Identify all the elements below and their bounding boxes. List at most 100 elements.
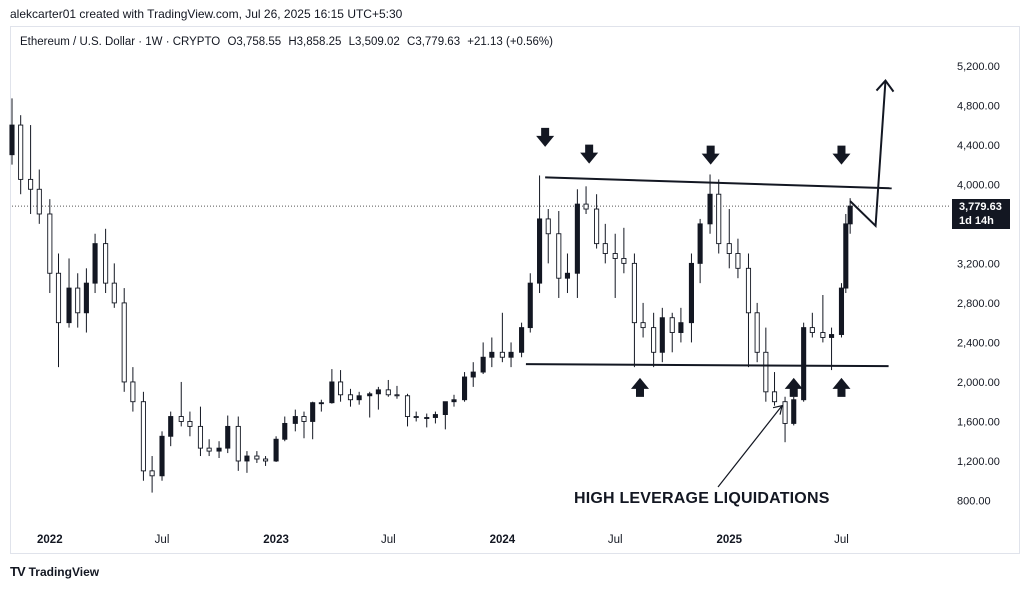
candle-body xyxy=(735,253,741,269)
resistance-arrow-icon xyxy=(580,144,599,164)
y-tick-label: 2,800.00 xyxy=(957,298,1000,310)
projection-arrowhead xyxy=(875,79,895,93)
candle-body xyxy=(394,394,400,397)
candle-body xyxy=(470,371,476,378)
candle-body xyxy=(47,213,53,274)
candle-body xyxy=(583,203,589,210)
candle-body xyxy=(564,272,571,279)
candle-body xyxy=(545,218,551,235)
y-tick-label: 4,800.00 xyxy=(957,100,1000,112)
candle-body xyxy=(820,332,826,338)
candle-body xyxy=(75,287,81,314)
x-tick-label: Jul xyxy=(834,534,849,546)
candle-body xyxy=(424,417,430,419)
candle-body xyxy=(697,223,703,264)
support-arrow-icon xyxy=(832,377,851,397)
candle-body xyxy=(527,282,533,329)
candle-body xyxy=(404,395,411,417)
symbol-name[interactable]: Ethereum / U.S. Dollar · 1W · CRYPTO xyxy=(20,36,221,48)
candle-body xyxy=(225,425,231,449)
resistance-arrow-icon xyxy=(536,127,555,147)
candle-body xyxy=(556,233,562,279)
candle-body xyxy=(92,243,98,284)
candle-body xyxy=(829,334,835,338)
annotation-arrowhead xyxy=(772,404,783,415)
liquidations-annotation: HIGH LEVERAGE LIQUIDATIONS xyxy=(574,490,830,507)
support-arrow-icon xyxy=(630,377,649,397)
candle-body xyxy=(669,317,675,333)
y-tick-label: 1,200.00 xyxy=(957,456,1000,468)
candle-body xyxy=(244,455,250,462)
y-tick-label: 2,400.00 xyxy=(957,337,1000,349)
y-tick-label: 3,200.00 xyxy=(957,258,1000,270)
candle-body xyxy=(168,416,174,437)
candle-body xyxy=(462,376,468,401)
candle-body xyxy=(745,267,752,314)
annotation-arrow xyxy=(717,405,783,488)
resistance-arrow-icon xyxy=(701,145,720,165)
candle-body xyxy=(187,421,193,427)
candle-body xyxy=(9,124,15,156)
candle-body xyxy=(688,262,694,324)
candle-body xyxy=(594,208,600,245)
chart-credit: alekcarter01 created with TradingView.co… xyxy=(10,7,403,21)
candle-body xyxy=(103,243,109,284)
candle-body xyxy=(432,414,438,418)
trend-line xyxy=(545,176,892,190)
candle-body xyxy=(771,391,778,403)
candle-body xyxy=(310,402,316,422)
y-tick-label: 4,400.00 xyxy=(957,140,1000,152)
candle-body xyxy=(197,425,204,449)
candle-body xyxy=(329,381,335,404)
candle-body xyxy=(651,327,657,353)
x-tick-label: 2023 xyxy=(263,534,289,546)
resistance-arrow-icon xyxy=(832,145,851,165)
candle-body xyxy=(809,327,815,333)
last-price-value: 3,779.63 xyxy=(959,201,1002,213)
candle-body xyxy=(659,317,665,353)
candle-body xyxy=(726,243,732,254)
change-value: +21.13 (+0.56%) xyxy=(467,36,553,48)
y-tick-label: 800.00 xyxy=(957,496,991,508)
last-price-tag: 3,779.63 1d 14h xyxy=(952,199,1010,229)
candle-body xyxy=(791,399,797,424)
candle-body xyxy=(413,416,419,418)
brand-name: TradingView xyxy=(28,564,100,579)
open-value: O3,758.55 xyxy=(227,36,282,48)
close-value: C3,779.63 xyxy=(407,36,461,48)
y-tick-label: 2,000.00 xyxy=(957,377,1000,389)
candle-body xyxy=(451,399,457,403)
candle-body xyxy=(18,124,24,180)
low-value: L3,509.02 xyxy=(348,36,400,48)
candle-body xyxy=(301,416,307,422)
candle-body xyxy=(385,389,391,396)
x-tick-label: 2022 xyxy=(37,534,63,546)
candle-body xyxy=(838,287,845,335)
y-tick-label: 1,600.00 xyxy=(957,416,1000,428)
candle-body xyxy=(347,394,354,401)
candle-body xyxy=(537,218,543,284)
trend-line xyxy=(849,80,887,229)
candle-body xyxy=(292,416,298,424)
candle-body xyxy=(716,193,722,245)
candle-body xyxy=(602,243,608,254)
high-value: H3,858.25 xyxy=(288,36,342,48)
candle-body xyxy=(318,402,324,405)
candle-body xyxy=(66,287,72,324)
x-tick-label: Jul xyxy=(608,534,623,546)
candle-body xyxy=(149,470,155,477)
candle-body xyxy=(843,223,849,289)
candle-body xyxy=(130,381,136,403)
candle-body xyxy=(159,435,165,477)
candle-body xyxy=(640,322,646,329)
y-tick-label: 5,200.00 xyxy=(957,61,1000,73)
tradingview-footer[interactable]: TV TradingView xyxy=(10,564,99,579)
candle-body xyxy=(273,438,279,462)
chart-panel[interactable] xyxy=(10,26,1020,554)
candle-body xyxy=(83,282,89,314)
candle-body xyxy=(36,188,42,215)
candle-body xyxy=(782,401,788,424)
candle-body xyxy=(847,205,853,225)
y-tick-label: 4,000.00 xyxy=(957,179,1000,191)
